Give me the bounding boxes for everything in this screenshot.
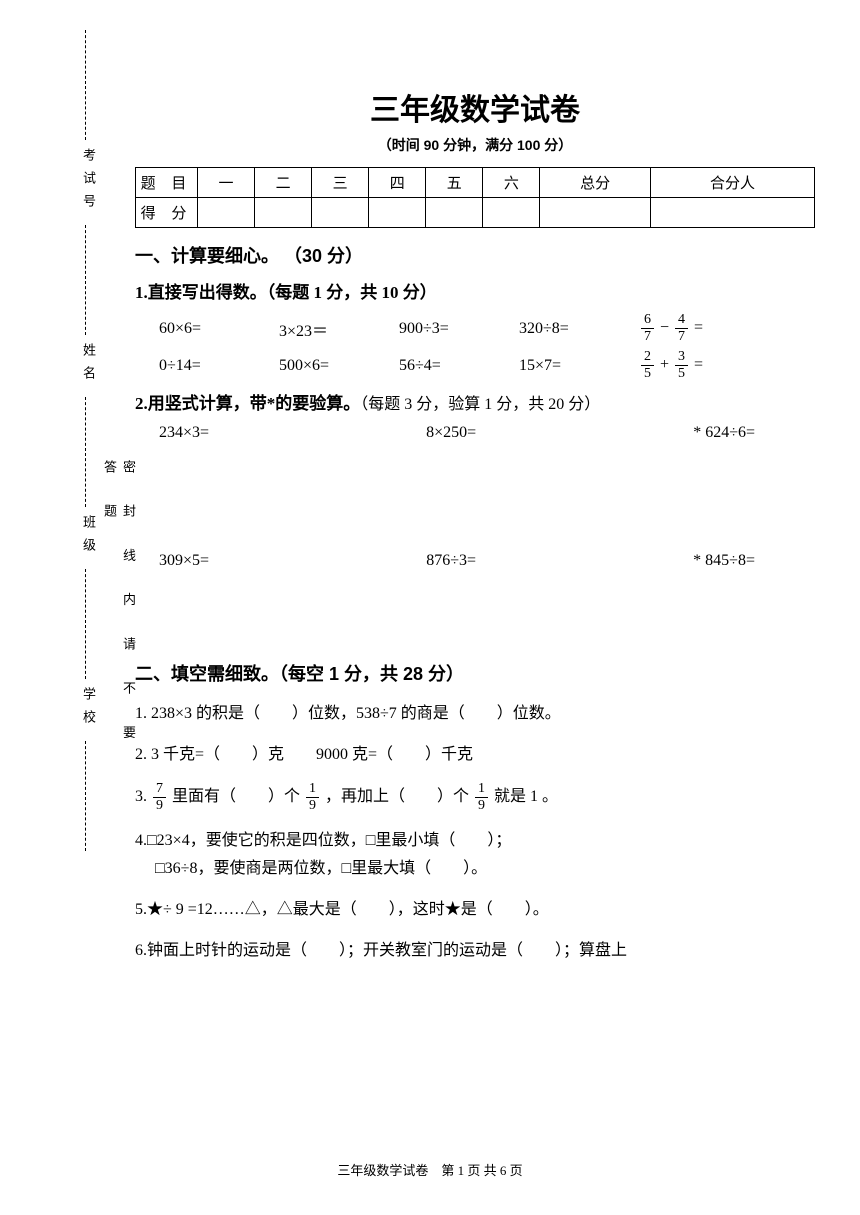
problem: 320÷8= bbox=[519, 320, 599, 338]
problem: 8×250= bbox=[426, 424, 476, 442]
binding-label-name: 姓名 bbox=[79, 343, 98, 389]
fill-6: 6.钟面上时针的运动是（ ）；开关教室门的运动是（ ）；算盘上 bbox=[135, 937, 815, 964]
problem: 3×23＝ bbox=[279, 317, 359, 341]
th-label: 题 目 bbox=[136, 168, 198, 198]
td-blank bbox=[426, 198, 483, 228]
problem: 900÷3= bbox=[399, 320, 479, 338]
binding-label-examno: 考试号 bbox=[79, 148, 98, 217]
problem: 0÷14= bbox=[159, 357, 239, 375]
th-col: 六 bbox=[483, 168, 540, 198]
th-col: 四 bbox=[369, 168, 426, 198]
td-blank bbox=[312, 198, 369, 228]
exam-subtitle: （时间 90 分钟，满分 100 分） bbox=[135, 135, 815, 155]
th-col: 合分人 bbox=[650, 168, 814, 198]
problem: 234×3= bbox=[159, 424, 209, 442]
problem: 56÷4= bbox=[399, 357, 479, 375]
th-col: 五 bbox=[426, 168, 483, 198]
problem: * 845÷8= bbox=[693, 552, 755, 570]
q1-row1: 60×6= 3×23＝ 900÷3= 320÷8= 67 − 47 = bbox=[159, 313, 815, 344]
problem: 15×7= bbox=[519, 357, 599, 375]
q2-row2: 309×5= 876÷3= * 845÷8= bbox=[159, 552, 815, 570]
binding-label-school: 学校 bbox=[79, 687, 98, 733]
td-blank bbox=[650, 198, 814, 228]
problem: 309×5= bbox=[159, 552, 209, 570]
binding-label-class: 班级 bbox=[79, 515, 98, 561]
score-table: 题 目 一 二 三 四 五 六 总分 合分人 得 分 bbox=[135, 167, 815, 228]
problem: * 624÷6= bbox=[693, 424, 755, 442]
section2-head: 二、填空需细致。（每空 1 分，共 28 分） bbox=[135, 660, 815, 686]
q2-head: 2.用竖式计算，带*的要验算。（每题 3 分，验算 1 分，共 20 分） bbox=[135, 389, 815, 414]
fill-5: 5.★÷ 9 =12……△，△最大是（ ），这时★是（ ）。 bbox=[135, 896, 815, 923]
fill-2: 2. 3 千克=（ ）克 9000 克=（ ）千克 bbox=[135, 741, 815, 768]
td-blank bbox=[369, 198, 426, 228]
binding-dash bbox=[85, 225, 125, 335]
seal-line-text: 密 封 线 内 请 不 要 答 题 bbox=[100, 460, 138, 760]
problem-fraction: 67 − 47 = bbox=[639, 313, 739, 344]
th-col: 二 bbox=[255, 168, 312, 198]
section1-head: 一、计算要细心。 （30 分） bbox=[135, 242, 815, 268]
q2-head-bold: 2.用竖式计算，带*的要验算。 bbox=[135, 394, 360, 413]
th-col: 一 bbox=[198, 168, 255, 198]
td-blank bbox=[255, 198, 312, 228]
q1-row2: 0÷14= 500×6= 56÷4= 15×7= 25 + 35 = bbox=[159, 350, 815, 381]
page-footer: 三年级数学试卷 第 1 页 共 6 页 bbox=[0, 1160, 860, 1179]
problem-fraction: 25 + 35 = bbox=[639, 350, 739, 381]
fill-4: 4.□23×4，要使它的积是四位数，□里最小填（ ）； □36÷8，要使商是两位… bbox=[135, 827, 815, 881]
td-label: 得 分 bbox=[136, 198, 198, 228]
q2-head-light: （每题 3 分，验算 1 分，共 20 分） bbox=[360, 396, 600, 413]
problem: 60×6= bbox=[159, 320, 239, 338]
page-content: 三年级数学试卷 （时间 90 分钟，满分 100 分） 题 目 一 二 三 四 … bbox=[135, 85, 815, 978]
fill-1: 1. 238×3 的积是（ ）位数，538÷7 的商是（ ）位数。 bbox=[135, 700, 815, 727]
table-row: 题 目 一 二 三 四 五 六 总分 合分人 bbox=[136, 168, 815, 198]
th-col: 总分 bbox=[540, 168, 651, 198]
problem: 500×6= bbox=[279, 357, 359, 375]
td-blank bbox=[483, 198, 540, 228]
problem: 876÷3= bbox=[426, 552, 476, 570]
fill-3: 3. 79 里面有（ ）个 19 ，再加上（ ）个 19 就是 1 。 bbox=[135, 782, 815, 813]
td-blank bbox=[540, 198, 651, 228]
binding-dash bbox=[85, 30, 125, 140]
table-row: 得 分 bbox=[136, 198, 815, 228]
exam-title: 三年级数学试卷 bbox=[135, 85, 815, 129]
q1-head: 1.直接写出得数。（每题 1 分，共 10 分） bbox=[135, 278, 815, 303]
th-col: 三 bbox=[312, 168, 369, 198]
q2-row1: 234×3= 8×250= * 624÷6= bbox=[159, 424, 815, 442]
td-blank bbox=[198, 198, 255, 228]
